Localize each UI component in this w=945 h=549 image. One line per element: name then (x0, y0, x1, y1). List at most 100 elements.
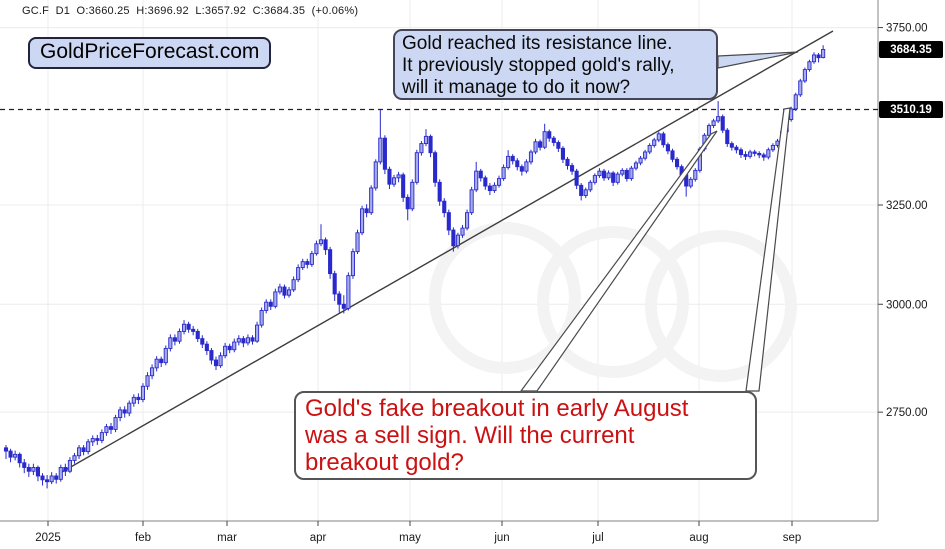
candle-body (127, 402, 132, 414)
candle-body (213, 359, 219, 367)
candle-body (423, 135, 429, 145)
candle-body (487, 185, 492, 192)
x-tick-label: aug (689, 532, 708, 544)
candle-body (624, 169, 629, 180)
candle-body (86, 441, 91, 452)
candle-body (314, 243, 319, 255)
candle-body (515, 160, 520, 168)
candle-body (245, 337, 251, 344)
candle-body (579, 184, 584, 196)
candle-body (108, 426, 114, 430)
candle-body (706, 125, 712, 136)
candle-body (305, 261, 310, 265)
candle-body (118, 409, 123, 419)
candle-body (72, 455, 77, 461)
candle-body (309, 253, 314, 265)
candle-body (300, 261, 305, 269)
candle-body (748, 151, 753, 157)
candle-body (611, 172, 616, 183)
candle-body (282, 286, 287, 296)
candle-body (140, 385, 146, 401)
candle-body (656, 133, 661, 141)
candle-body (565, 158, 570, 167)
x-tick-label: feb (135, 532, 151, 544)
candle-body (268, 301, 273, 307)
candle-body (606, 172, 611, 179)
candle-body (446, 212, 451, 231)
callout-wedge-resistance (717, 51, 799, 69)
candle-body (328, 249, 333, 275)
candle-body (54, 475, 59, 480)
candle-body (592, 175, 597, 183)
candle-body (597, 170, 602, 177)
candle-body (670, 150, 675, 160)
candle-body (232, 341, 237, 351)
candle-body (647, 144, 652, 153)
candle-body (474, 170, 479, 191)
candle-body (186, 323, 191, 330)
candle-body (757, 152, 762, 156)
candle-body (76, 447, 82, 457)
candle-body (711, 120, 716, 127)
candle-body (811, 54, 817, 63)
candle-body (181, 323, 187, 332)
candle-body (661, 133, 666, 146)
candle-body (227, 345, 232, 351)
candle-body (163, 347, 168, 364)
candle-body (369, 187, 374, 214)
candle-body (643, 151, 648, 159)
candle-body (798, 80, 803, 96)
candle-body (601, 170, 607, 179)
watermark-ring (645, 230, 797, 382)
candle-body (387, 168, 392, 185)
candle-body (442, 200, 447, 214)
candle-body (720, 116, 725, 131)
candle-body (556, 142, 561, 149)
candle-body (496, 178, 502, 186)
candle-body (49, 475, 54, 483)
branding-label: GoldPriceForecast.com (28, 37, 272, 69)
x-tick-label: sep (783, 532, 802, 544)
candle-body (615, 173, 620, 183)
candle-body (355, 232, 360, 253)
candle-body (350, 251, 355, 277)
candle-body (159, 358, 164, 364)
candle-body (693, 169, 698, 180)
y-tick-label: 3250.00 (886, 200, 928, 212)
y-tick-label: 3000.00 (886, 299, 928, 311)
candlestick-series (3, 45, 826, 489)
candle-body (419, 143, 424, 154)
candle-body (168, 337, 173, 349)
candle-body (665, 144, 670, 152)
candle-body (259, 310, 264, 326)
candle-body (433, 152, 438, 183)
candle-body (264, 301, 269, 311)
candle-body (58, 467, 63, 480)
x-tick-label: may (399, 532, 421, 544)
candle-body (145, 375, 150, 387)
candle-body (236, 338, 241, 343)
candle-body (382, 137, 387, 170)
candle-body (195, 330, 200, 340)
candle-body (250, 337, 255, 342)
candle-body (31, 467, 36, 472)
candle-body (277, 286, 282, 293)
candle-body (364, 208, 369, 214)
candle-body (524, 161, 529, 172)
candle-body (816, 54, 821, 59)
candle-body (414, 152, 419, 183)
candle-body (17, 453, 22, 464)
candle-body (22, 462, 27, 468)
candle-body (460, 227, 465, 236)
candle-body (620, 169, 625, 175)
candle-body (191, 328, 196, 332)
candle-body (821, 49, 826, 59)
candle-body (560, 147, 565, 160)
candle-body (761, 154, 766, 158)
candle-body (766, 149, 771, 158)
annotation-line: will it manage to do it now? (402, 77, 631, 98)
candle-body (131, 396, 136, 404)
quote-header: GC.F D1 O:3660.25 H:3696.92 L:3657.92 C:… (22, 5, 359, 17)
candle-body (40, 475, 45, 481)
candle-body (410, 181, 415, 210)
